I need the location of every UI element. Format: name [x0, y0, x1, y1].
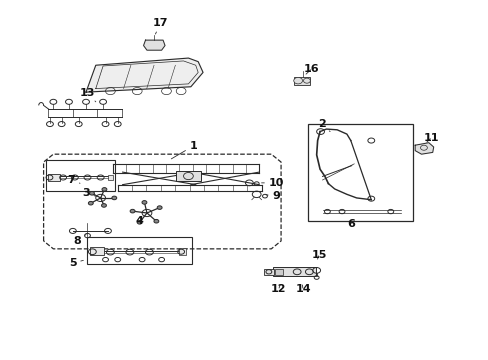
Circle shape	[88, 201, 93, 205]
Circle shape	[112, 196, 117, 200]
Bar	[176, 171, 200, 181]
Text: 15: 15	[311, 249, 326, 260]
Text: 2: 2	[317, 120, 329, 132]
Circle shape	[102, 188, 107, 191]
Circle shape	[137, 221, 142, 224]
Text: 4: 4	[136, 216, 143, 226]
Text: 14: 14	[295, 284, 310, 294]
Bar	[48, 174, 60, 181]
Text: 11: 11	[423, 133, 438, 143]
Bar	[108, 175, 113, 180]
Text: 10: 10	[261, 178, 284, 188]
Bar	[45, 160, 115, 192]
Text: 6: 6	[346, 219, 354, 229]
Bar	[294, 77, 309, 85]
Bar	[275, 269, 282, 275]
Bar	[307, 125, 412, 221]
Text: 13: 13	[80, 88, 96, 102]
Text: 8: 8	[73, 234, 86, 246]
Bar	[264, 269, 273, 275]
Circle shape	[89, 192, 94, 195]
Bar	[178, 248, 185, 255]
Circle shape	[303, 78, 310, 83]
Polygon shape	[86, 58, 203, 92]
Bar	[87, 237, 192, 264]
Circle shape	[130, 209, 135, 213]
Circle shape	[293, 77, 302, 84]
Text: 7: 7	[67, 175, 80, 185]
Text: 1: 1	[171, 141, 197, 159]
Text: 12: 12	[270, 284, 286, 294]
Polygon shape	[143, 40, 164, 50]
Text: 16: 16	[304, 64, 319, 74]
Circle shape	[142, 201, 146, 204]
Circle shape	[157, 206, 162, 210]
Circle shape	[154, 220, 159, 223]
Text: 3: 3	[82, 188, 96, 198]
Circle shape	[102, 204, 106, 207]
Text: 5: 5	[69, 258, 83, 268]
Bar	[272, 267, 315, 276]
Text: 9: 9	[265, 191, 280, 201]
Text: 17: 17	[153, 18, 168, 34]
Bar	[90, 247, 103, 255]
Polygon shape	[414, 143, 433, 154]
